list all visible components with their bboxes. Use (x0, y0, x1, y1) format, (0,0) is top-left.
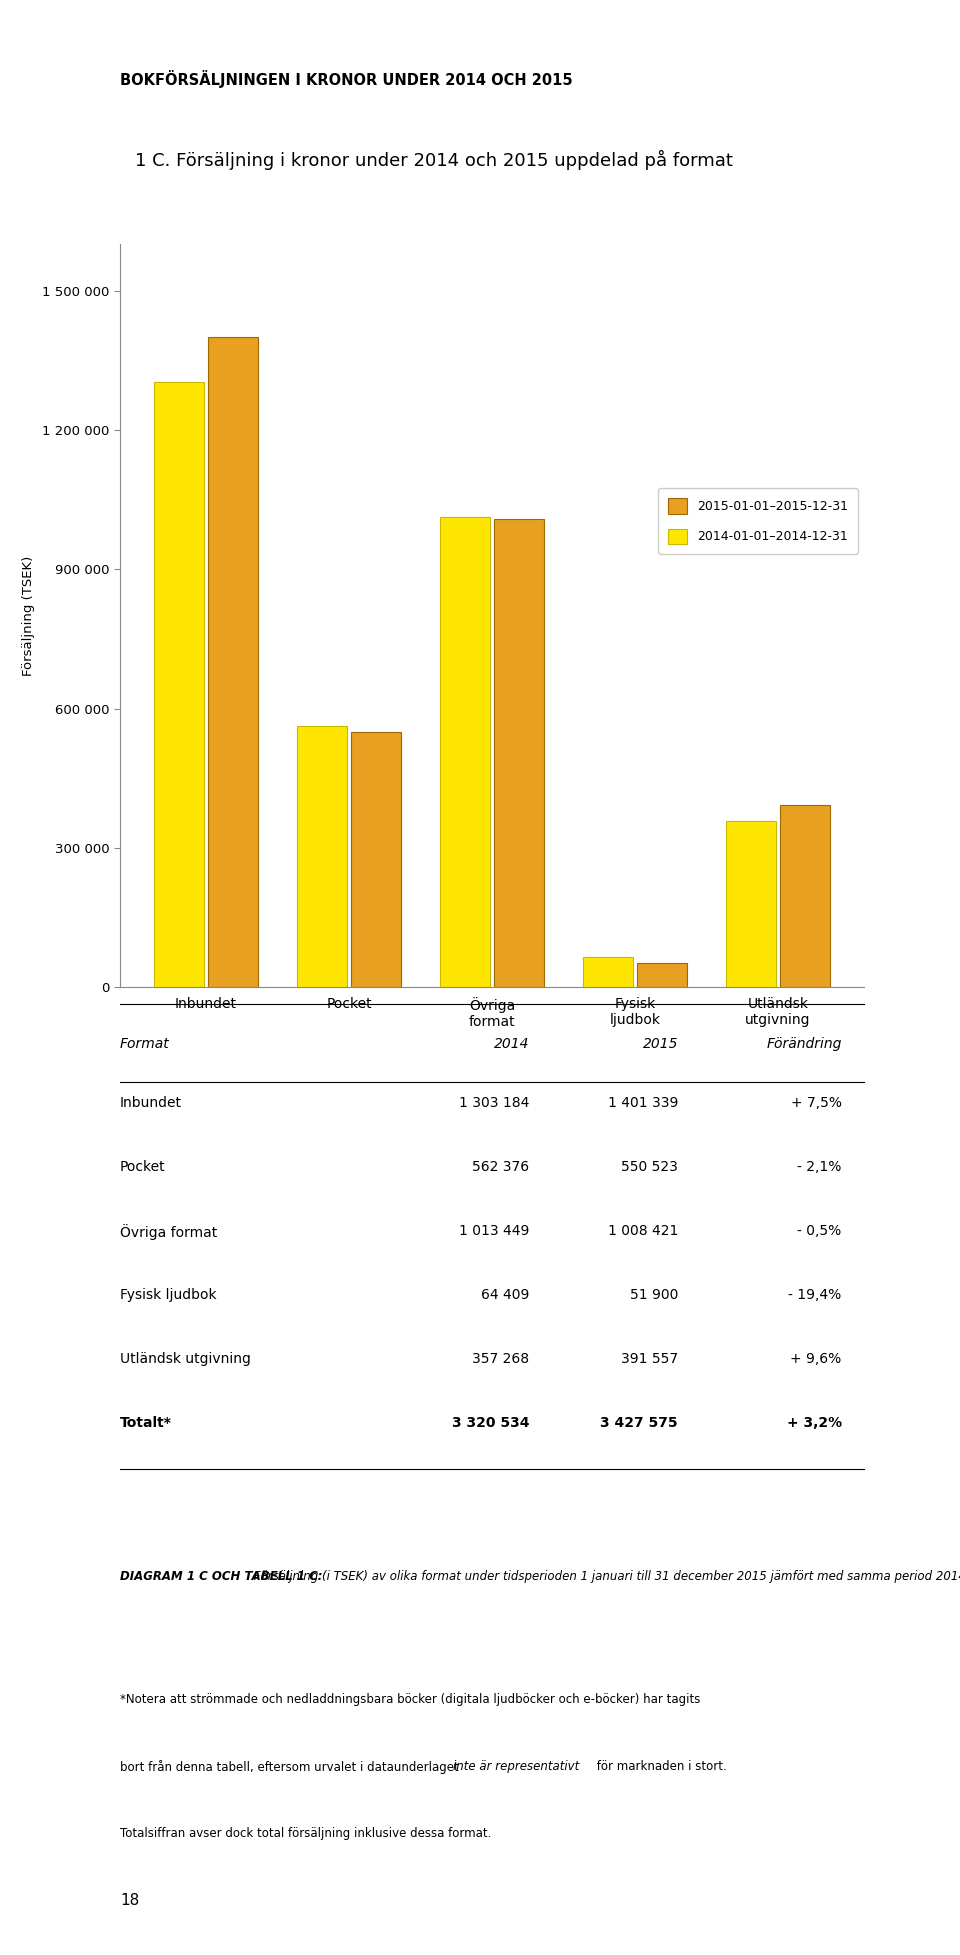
Bar (297, 725, 347, 987)
Text: + 7,5%: + 7,5% (791, 1097, 842, 1110)
Legend: 2015-01-01–2015-12-31, 2014-01-01–2014-12-31: 2015-01-01–2015-12-31, 2014-01-01–2014-1… (658, 489, 857, 553)
Text: 357 268: 357 268 (472, 1353, 529, 1367)
Text: 391 557: 391 557 (621, 1353, 678, 1367)
Text: 51 900: 51 900 (630, 1288, 678, 1302)
Text: *Notera att strömmade och nedladdningsbara böcker (digitala ljudböcker och e-böc: *Notera att strömmade och nedladdningsba… (120, 1693, 701, 1707)
Bar (726, 821, 776, 987)
Bar (494, 520, 544, 987)
Bar (780, 805, 830, 987)
Text: + 9,6%: + 9,6% (790, 1353, 842, 1367)
Text: 18: 18 (120, 1894, 139, 1908)
Text: för marknaden i stort.: för marknaden i stort. (593, 1760, 727, 1773)
Text: 3 320 534: 3 320 534 (452, 1415, 529, 1431)
Text: 1 008 421: 1 008 421 (608, 1224, 678, 1238)
Text: + 3,2%: + 3,2% (786, 1415, 842, 1431)
Text: 2014: 2014 (493, 1038, 529, 1052)
Text: Försäljning (i TSEK) av olika format under tidsperioden 1 januari till 31 decemb: Försäljning (i TSEK) av olika format und… (251, 1570, 960, 1584)
Bar (208, 336, 258, 987)
Text: Fysisk ljudbok: Fysisk ljudbok (120, 1288, 217, 1302)
Bar (440, 516, 490, 987)
Y-axis label: Försäljning (TSEK): Försäljning (TSEK) (22, 555, 36, 676)
Bar (351, 731, 401, 987)
Text: Pocket: Pocket (120, 1159, 166, 1175)
Text: 1 303 184: 1 303 184 (459, 1097, 529, 1110)
Bar (154, 381, 204, 987)
Text: bort från denna tabell, eftersom urvalet i dataunderlaget: bort från denna tabell, eftersom urvalet… (120, 1760, 463, 1773)
Text: 550 523: 550 523 (621, 1159, 678, 1175)
Text: Utländsk utgivning: Utländsk utgivning (120, 1353, 251, 1367)
Text: DIAGRAM 1 C OCH TABELL 1 C:: DIAGRAM 1 C OCH TABELL 1 C: (120, 1570, 323, 1584)
Text: - 0,5%: - 0,5% (798, 1224, 842, 1238)
Text: inte är representativt: inte är representativt (452, 1760, 579, 1773)
Text: 1 401 339: 1 401 339 (608, 1097, 678, 1110)
Bar (583, 958, 633, 987)
Text: 1 C. Försäljning i kronor under 2014 och 2015 uppdelad på format: 1 C. Försäljning i kronor under 2014 och… (134, 151, 732, 170)
Text: - 2,1%: - 2,1% (798, 1159, 842, 1175)
Text: BOKFÖRSÄLJNINGEN I KRONOR UNDER 2014 OCH 2015: BOKFÖRSÄLJNINGEN I KRONOR UNDER 2014 OCH… (120, 70, 572, 88)
Text: 3 427 575: 3 427 575 (600, 1415, 678, 1431)
Text: 1 013 449: 1 013 449 (459, 1224, 529, 1238)
Text: 2015: 2015 (642, 1038, 678, 1052)
Text: Totalt*: Totalt* (120, 1415, 172, 1431)
Text: Inbundet: Inbundet (120, 1097, 182, 1110)
Text: Övriga format: Övriga format (120, 1224, 217, 1239)
Bar (637, 964, 687, 987)
Text: - 19,4%: - 19,4% (788, 1288, 842, 1302)
Text: Förändring: Förändring (766, 1038, 842, 1052)
Text: 562 376: 562 376 (472, 1159, 529, 1175)
Text: 64 409: 64 409 (481, 1288, 529, 1302)
Text: Format: Format (120, 1038, 170, 1052)
Text: Totalsiffran avser dock total försäljning inklusive dessa format.: Totalsiffran avser dock total försäljnin… (120, 1826, 492, 1840)
